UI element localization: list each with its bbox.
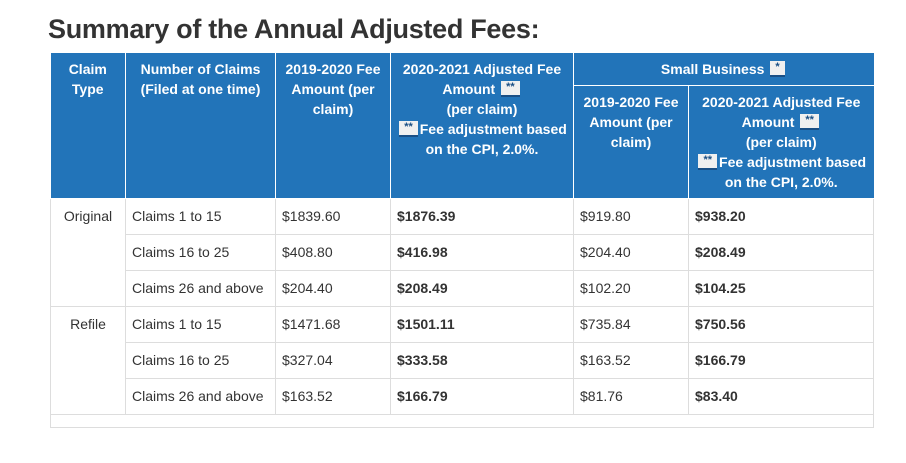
claims-cell: Claims 1 to 15 bbox=[125, 306, 276, 343]
adjusted-fee-cell: $416.98 bbox=[390, 234, 574, 271]
header-sb-cpi-note: Fee adjustment based on the CPI, 2.0%. bbox=[719, 154, 867, 190]
fee-2019-cell: $408.80 bbox=[275, 234, 391, 271]
fee-2019-cell: $327.04 bbox=[275, 342, 391, 379]
table-spacer-row bbox=[49, 414, 875, 428]
table-row: Claims 26 and above $163.52 $166.79 $81.… bbox=[51, 378, 875, 415]
claim-type-cell: Refile bbox=[50, 306, 126, 415]
sb-fee-2019-cell: $204.40 bbox=[573, 234, 689, 271]
single-asterisk-footnote-link[interactable]: * bbox=[770, 61, 785, 77]
header-2019-fee: 2019-2020 Fee Amount (per claim) bbox=[275, 53, 391, 199]
sb-fee-2019-cell: $81.76 bbox=[573, 378, 689, 415]
sb-adjusted-fee-cell: $83.40 bbox=[687, 378, 875, 415]
table-row: Claims 16 to 25 $327.04 $333.58 $163.52 … bbox=[51, 342, 875, 379]
header-claim-type: Claim Type bbox=[50, 53, 126, 199]
sb-fee-2019-cell: $102.20 bbox=[573, 270, 689, 307]
adjusted-fee-cell: $333.58 bbox=[390, 342, 574, 379]
claims-cell: Claims 26 and above bbox=[125, 270, 276, 307]
double-asterisk-footnote-link[interactable]: ** bbox=[698, 154, 718, 170]
claims-cell: Claims 16 to 25 bbox=[125, 234, 276, 271]
header-2020-per-claim: (per claim) bbox=[446, 101, 518, 117]
table-row: Original Claims 1 to 15 $1839.60 $1876.3… bbox=[50, 198, 875, 307]
sb-adjusted-fee-cell: $750.56 bbox=[687, 306, 875, 343]
table-row: Claims 16 to 25 $408.80 $416.98 $204.40 … bbox=[51, 234, 875, 271]
header-sb-adjusted-fee-label: 2020-2021 Adjusted Fee Amount bbox=[702, 94, 861, 130]
table-row: Refile Claims 1 to 15 $1471.68 $1501.11 … bbox=[50, 306, 875, 415]
fee-2019-cell: $163.52 bbox=[275, 378, 391, 415]
header-sb-per-claim: (per claim) bbox=[745, 134, 817, 150]
fee-2019-cell: $1839.60 bbox=[275, 198, 391, 235]
fee-2019-cell: $1471.68 bbox=[275, 306, 391, 343]
header-2020-adjusted-fee: 2020-2021 Adjusted Fee Amount ** (per cl… bbox=[390, 53, 574, 199]
sb-fee-2019-cell: $735.84 bbox=[573, 306, 689, 343]
header-sb-2020-adjusted-fee: 2020-2021 Adjusted Fee Amount ** (per cl… bbox=[688, 85, 874, 199]
sb-fee-2019-cell: $919.80 bbox=[573, 198, 689, 235]
sb-fee-2019-cell: $163.52 bbox=[573, 342, 689, 379]
adjusted-fee-cell: $208.49 bbox=[390, 270, 574, 307]
claim-type-cell: Original bbox=[50, 198, 126, 307]
sb-adjusted-fee-cell: $938.20 bbox=[687, 198, 875, 235]
header-small-business: Small Business * bbox=[573, 53, 874, 86]
header-small-business-label: Small Business bbox=[660, 61, 765, 77]
double-asterisk-footnote-link[interactable]: ** bbox=[501, 81, 520, 97]
sb-adjusted-fee-cell: $208.49 bbox=[687, 234, 875, 271]
adjusted-fee-cell: $1501.11 bbox=[390, 306, 574, 343]
claims-cell: Claims 16 to 25 bbox=[125, 342, 276, 379]
fees-table: Claim Type Number of Claims (Filed at on… bbox=[49, 53, 875, 428]
header-2020-cpi-note: Fee adjustment based on the CPI, 2.0%. bbox=[419, 121, 567, 157]
adjusted-fee-cell: $166.79 bbox=[390, 378, 574, 415]
claims-cell: Claims 1 to 15 bbox=[125, 198, 276, 235]
header-sb-2019-fee: 2019-2020 Fee Amount (per claim) bbox=[573, 85, 689, 199]
double-asterisk-footnote-link[interactable]: ** bbox=[399, 121, 418, 137]
table-spacer-cell bbox=[49, 414, 875, 428]
header-2020-adjusted-fee-label: 2020-2021 Adjusted Fee Amount bbox=[402, 61, 562, 97]
page-title: Summary of the Annual Adjusted Fees: bbox=[48, 14, 540, 44]
double-asterisk-footnote-link[interactable]: ** bbox=[800, 114, 819, 130]
claims-cell: Claims 26 and above bbox=[125, 378, 276, 415]
sb-adjusted-fee-cell: $104.25 bbox=[687, 270, 875, 307]
table-row: Claims 26 and above $204.40 $208.49 $102… bbox=[51, 270, 875, 307]
sb-adjusted-fee-cell: $166.79 bbox=[687, 342, 875, 379]
header-number-of-claims: Number of Claims (Filed at one time) bbox=[125, 53, 276, 199]
fee-2019-cell: $204.40 bbox=[275, 270, 391, 307]
adjusted-fee-cell: $1876.39 bbox=[390, 198, 574, 235]
